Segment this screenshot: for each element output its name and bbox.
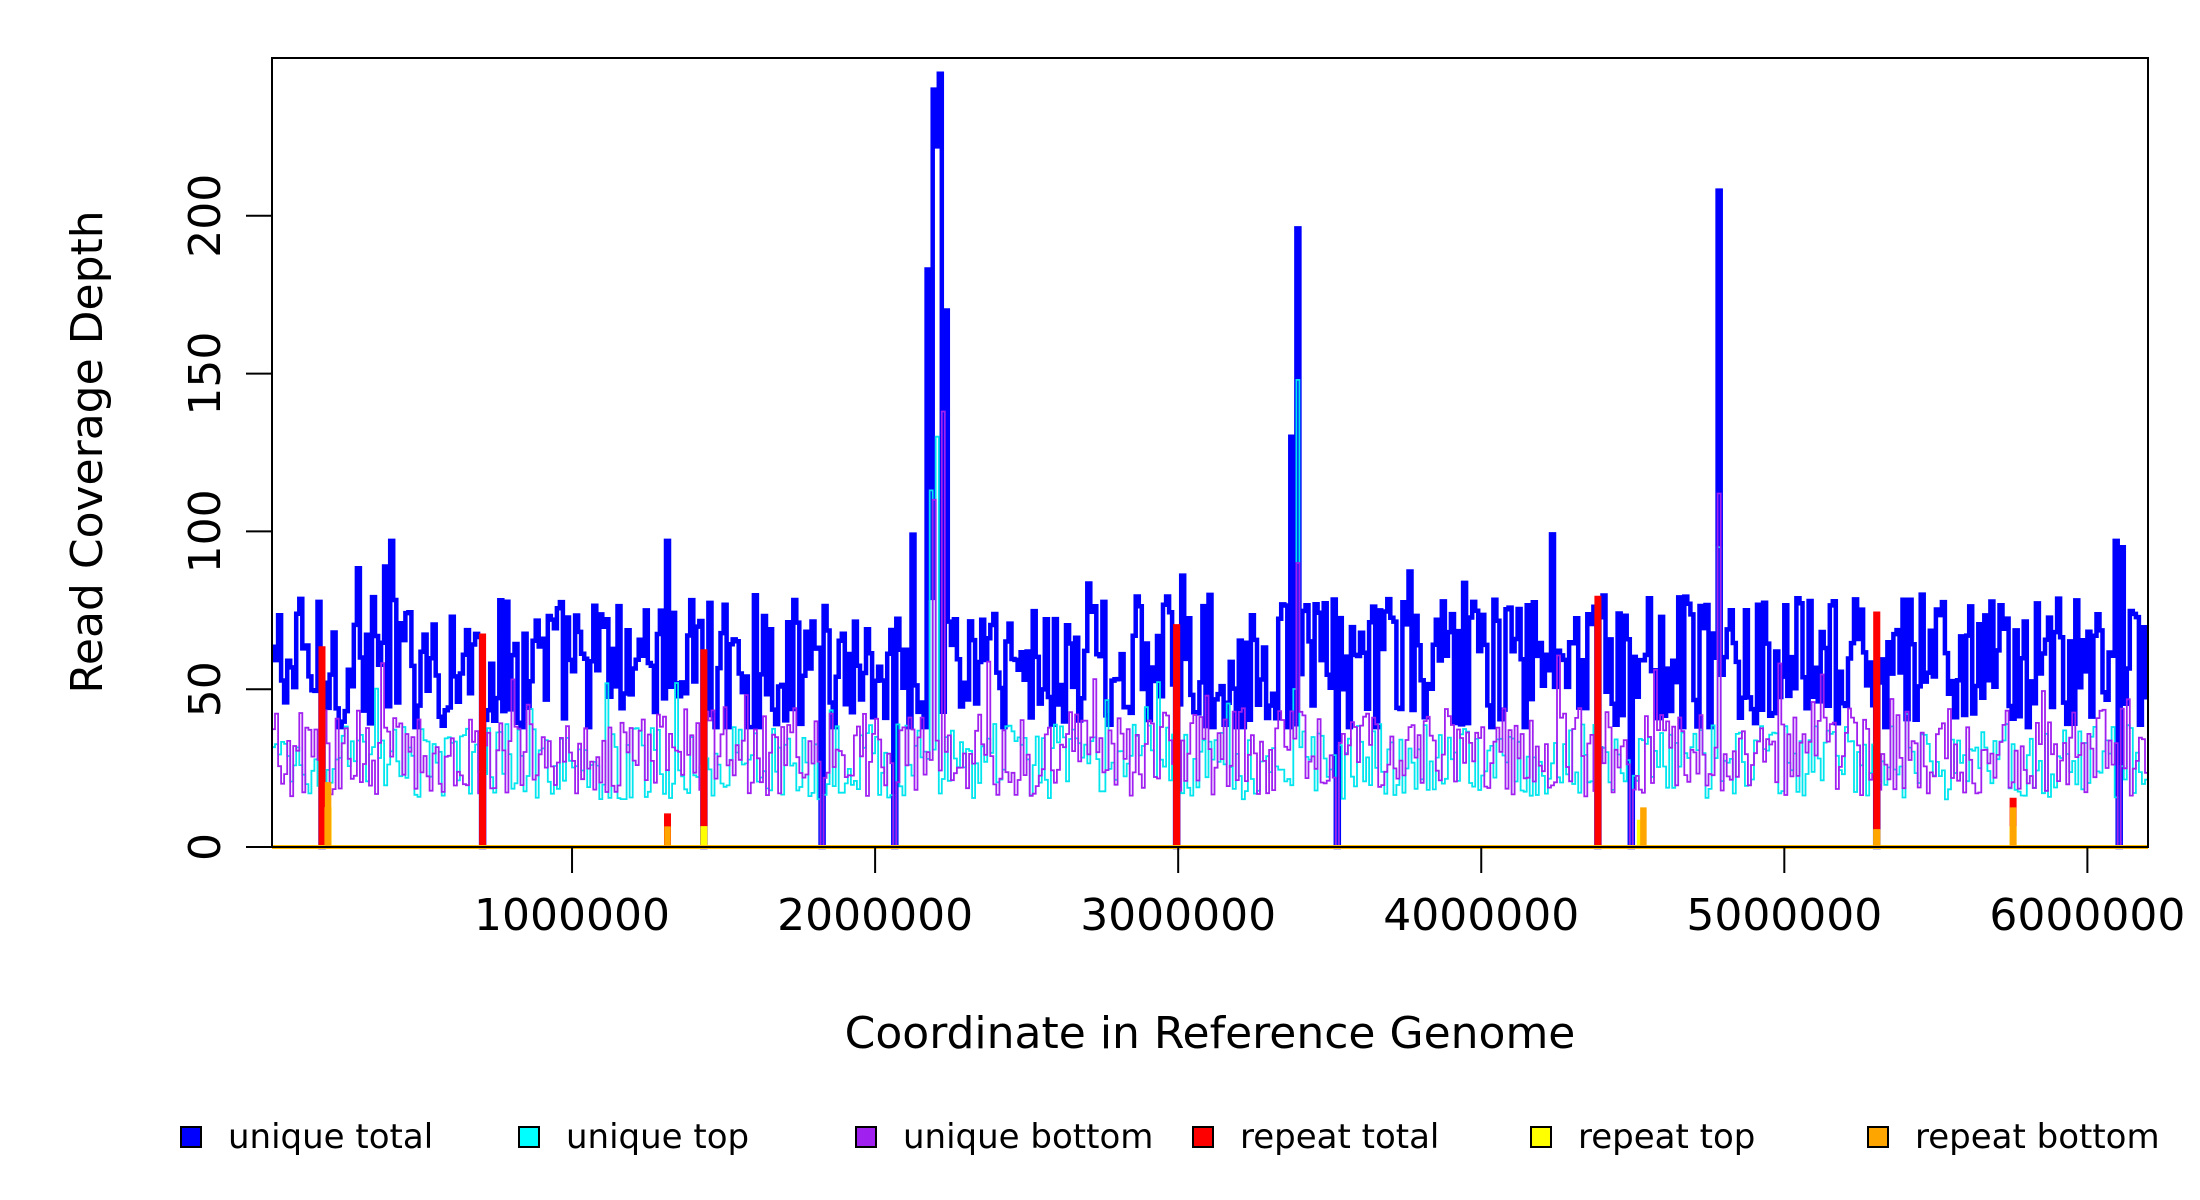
legend-item-repeat-bottom: repeat bottom: [1867, 1112, 2160, 1162]
legend-item-repeat-top: repeat top: [1530, 1112, 1755, 1162]
legend-swatch-unique-bottom: [855, 1126, 877, 1148]
x-tick-label: 1000000: [474, 890, 670, 941]
legend-swatch-unique-top: [518, 1126, 540, 1148]
legend-label: unique total: [228, 1117, 434, 1157]
legend-label: repeat total: [1240, 1117, 1440, 1157]
x-tick-label: 6000000: [1989, 890, 2185, 941]
legend-label: unique top: [566, 1117, 750, 1157]
legend-label: repeat top: [1578, 1117, 1756, 1157]
series-repeat-top: [272, 807, 2148, 849]
legend-swatch-repeat-top: [1530, 1126, 1552, 1148]
y-tick-label: 150: [180, 332, 231, 416]
x-axis: 1000000 2000000 3000000 4000000 5000000 60000…: [474, 847, 2185, 941]
x-tick-label: 4000000: [1383, 890, 1579, 941]
y-tick-label: 0: [180, 833, 231, 861]
legend-swatch-repeat-bottom: [1867, 1126, 1889, 1148]
legend-swatch-unique-total: [180, 1126, 202, 1148]
series-layer: [272, 71, 2148, 850]
legend-item-unique-top: unique top: [518, 1112, 749, 1162]
legend: unique total unique top unique bottom re…: [0, 1112, 2200, 1162]
y-tick-label: 100: [180, 489, 231, 573]
legend-swatch-repeat-total: [1192, 1126, 1214, 1148]
plot-frame: [271, 57, 2149, 848]
series-unique-total: [272, 71, 2148, 850]
x-tick-label: 5000000: [1686, 890, 1882, 941]
legend-item-unique-bottom: unique bottom: [855, 1112, 1153, 1162]
legend-item-repeat-total: repeat total: [1192, 1112, 1439, 1162]
legend-label: repeat bottom: [1915, 1117, 2160, 1157]
legend-item-unique-total: unique total: [180, 1112, 433, 1162]
y-tick-label: 200: [180, 174, 231, 258]
x-tick-label: 3000000: [1080, 890, 1276, 941]
y-tick-label: 50: [180, 661, 231, 717]
x-axis-label: Coordinate in Reference Genome: [845, 1008, 1576, 1059]
x-tick-label: 2000000: [777, 890, 973, 941]
y-axis-label: Read Coverage Depth: [62, 210, 113, 693]
y-axis: 0 50 100 150 200: [180, 174, 272, 861]
legend-label: unique bottom: [903, 1117, 1154, 1157]
series-unique-bottom: [272, 410, 2148, 848]
